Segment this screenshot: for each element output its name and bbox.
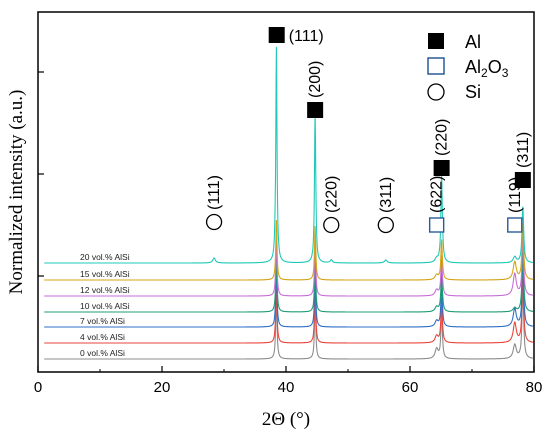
legend-item-si: Si <box>427 82 481 102</box>
legend-label-al2o3: Al2O3 <box>465 57 509 80</box>
legend-label-si: Si <box>465 82 481 102</box>
peak-label: (220) <box>323 176 340 213</box>
series-line <box>44 273 534 344</box>
open-square-icon <box>507 217 523 233</box>
peak-label: (311) <box>378 177 395 213</box>
series-line <box>44 249 534 313</box>
legend-item-al2o3: Al2O3 <box>427 57 509 80</box>
peak-label: (311) <box>515 132 532 168</box>
series-label: 10 vol.% AlSi <box>80 301 130 311</box>
open-square-icon <box>428 217 445 233</box>
open-circle-icon <box>427 83 445 101</box>
peak-label: (111) <box>206 175 223 210</box>
series-label: 15 vol.% AlSi <box>80 269 130 279</box>
legend-label-al: Al <box>465 32 481 52</box>
series-line <box>44 46 534 264</box>
series-label: 12 vol.% AlSi <box>80 285 130 295</box>
peak-annotations: (111)(111)(200)(220) (311) (622)(220)(119)… <box>205 27 532 234</box>
x-tick-label: 40 <box>278 379 295 396</box>
filled-square-icon <box>428 33 444 49</box>
filled-square-icon <box>433 160 450 176</box>
peak-label: (622) <box>429 176 446 213</box>
x-tick-label: 80 <box>526 379 543 396</box>
peak-label: (220) <box>434 119 451 156</box>
series-label: 7 vol.% AlSi <box>80 316 125 326</box>
x-ticks: 0 20 40 60 80 <box>34 366 543 396</box>
filled-square-icon <box>514 172 531 188</box>
open-circle-icon <box>323 216 340 234</box>
y-ticks <box>38 71 44 277</box>
peak-label: (111) <box>289 28 324 45</box>
x-tick-label: 60 <box>402 379 419 396</box>
series-label: 4 vol.% AlSi <box>80 332 125 342</box>
filled-square-icon <box>268 27 285 43</box>
y-axis-label: Normalized intensity (a.u.) <box>6 90 27 295</box>
open-square-icon <box>427 57 445 75</box>
x-tick-label: 0 <box>34 379 42 396</box>
series-traces <box>44 46 534 360</box>
series-line <box>44 219 534 281</box>
x-tick-label: 20 <box>154 379 171 396</box>
filled-square-icon <box>307 102 324 118</box>
legend: Al Al2O3 Si <box>427 32 509 102</box>
series-line <box>44 260 534 328</box>
series-line <box>44 288 534 360</box>
peak-label: (200) <box>307 61 324 98</box>
series-line <box>44 235 534 297</box>
series-labels: 0 vol.% AlSi 4 vol.% AlSi 7 vol.% AlSi 10 v… <box>80 252 130 358</box>
x-axis-label: 2Θ (°) <box>262 409 310 430</box>
open-circle-icon <box>205 213 223 231</box>
series-label: 0 vol.% AlSi <box>80 348 125 358</box>
open-circle-icon <box>377 216 394 234</box>
legend-item-al: Al <box>428 32 481 52</box>
series-label: 20 vol.% AlSi <box>80 252 130 262</box>
